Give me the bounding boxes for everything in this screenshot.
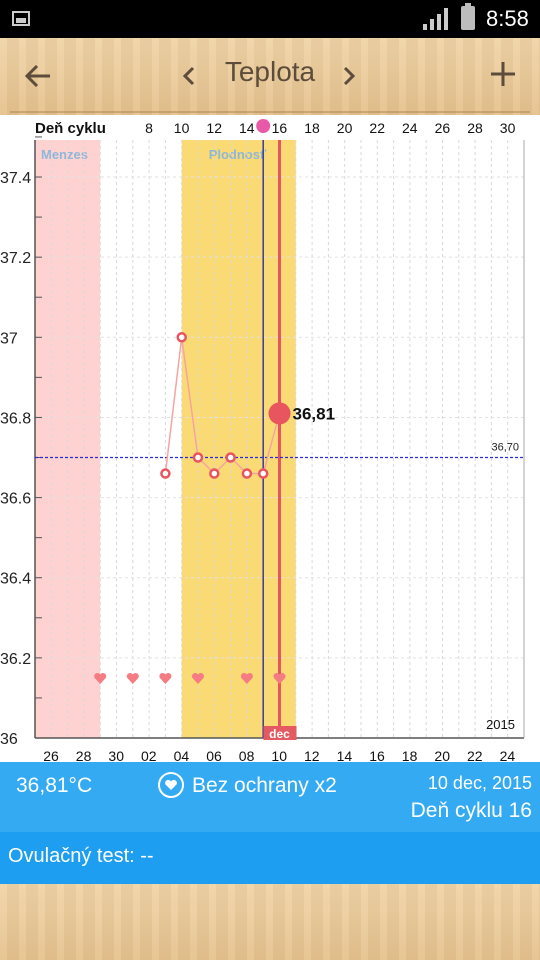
current-temperature-label: 36,81: [293, 404, 336, 423]
fertile-region: [181, 140, 296, 738]
heart-icon: [126, 672, 139, 684]
heart-icon: [240, 672, 253, 684]
info-bar: 36,81°C Bez ochrany x2 10 dec, 2015 Deň …: [0, 762, 540, 832]
bottom-tick-label: 18: [402, 748, 418, 762]
bottom-tick-label: 04: [174, 748, 190, 762]
top-tick-label: 20: [337, 120, 353, 136]
temperature-point: [192, 452, 204, 463]
date-label: 10 dec, 2015: [427, 773, 532, 793]
month-marker: [263, 726, 297, 740]
header-divider: [10, 111, 530, 113]
fertile-label: Plodnosť: [209, 147, 267, 162]
temperature-point: [257, 468, 269, 479]
y-tick-label: 36: [0, 731, 18, 748]
top-tick-label: 12: [206, 120, 222, 136]
top-tick-label: 8: [145, 120, 153, 136]
bottom-tick-label: 20: [434, 748, 450, 762]
y-tick-label: 36.4: [0, 571, 31, 588]
bottom-tick-label: 16: [369, 748, 385, 762]
ovulation-test-label: Ovulačný test: --: [8, 845, 154, 867]
month-marker-label: dec: [269, 727, 290, 741]
page-title: Teplota: [224, 56, 316, 87]
heart-icon: [191, 672, 205, 684]
cycle-day-label: Deň cyklu 16: [410, 799, 532, 822]
menses-region: [35, 140, 101, 738]
bottom-tick-label: 08: [239, 748, 255, 762]
top-tick-label: 10: [174, 120, 190, 136]
bottom-tick-label: 22: [467, 748, 483, 762]
top-tick-label: 14: [239, 120, 255, 136]
y-tick-label: 37.4: [0, 170, 31, 187]
heart-icon: [94, 672, 107, 684]
chart-svg[interactable]: Menzes Plodnosť 36 36.2 36.4 36.6 36.8 37 37.2 37…: [0, 115, 540, 762]
temperature-value: 36,81°C: [16, 774, 93, 797]
y-tick-label: 36.8: [0, 410, 31, 427]
y-tick-label: 36.2: [0, 651, 31, 668]
year-label: 2015: [486, 717, 515, 732]
chevron-left-icon[interactable]: [180, 62, 198, 90]
battery-icon: [461, 3, 475, 30]
temperature-point: [241, 468, 253, 479]
coverline-label: 36,70: [491, 442, 519, 454]
bottom-tick-label: 24: [500, 748, 516, 762]
y-tick-label: 37.2: [0, 250, 31, 267]
heart-icon: [159, 672, 172, 684]
top-axis-label: Deň cyklu: [35, 120, 106, 137]
bottom-tick-label: 30: [108, 748, 124, 762]
menses-label: Menzes: [41, 147, 88, 162]
y-tick-label: 36.6: [0, 491, 31, 508]
bottom-tick-label: 02: [141, 748, 157, 762]
top-tick-label: 24: [402, 120, 418, 136]
heart-icon: [273, 672, 286, 684]
arrow-left-icon[interactable]: [22, 60, 54, 92]
status-bar: 8:58: [0, 0, 540, 38]
footer-area: [0, 884, 540, 960]
bottom-tick-label: 26: [43, 748, 59, 762]
image-icon: [12, 11, 30, 26]
protection-label: Bez ochrany x2: [192, 774, 337, 797]
signal-icon: [423, 8, 448, 30]
bottom-tick-label: 28: [76, 748, 92, 762]
bottom-tick-label: 06: [206, 748, 222, 762]
temperature-point: [225, 452, 236, 463]
bottom-tick-label: 14: [337, 748, 353, 762]
chevron-right-icon[interactable]: [340, 62, 358, 90]
top-tick-label: 16: [272, 120, 288, 136]
top-tick-label: 26: [435, 120, 451, 136]
ovulation-marker-icon: [256, 119, 271, 133]
heart-circle-icon: [158, 772, 184, 798]
ovulation-test-bar[interactable]: Ovulačný test: --: [0, 832, 540, 884]
temperature-chart[interactable]: Menzes Plodnosť 36 36.2 36.4 36.6 36.8 37 37.2 37…: [0, 115, 540, 762]
top-tick-label: 28: [467, 120, 483, 136]
app-header: Teplota: [0, 38, 540, 115]
plus-icon[interactable]: [487, 58, 519, 90]
top-tick-label: 22: [369, 120, 385, 136]
bottom-tick-label: 10: [271, 748, 287, 762]
status-time: 8:58: [486, 6, 529, 31]
y-tick-label: 37: [0, 330, 18, 347]
temperature-point: [209, 468, 220, 479]
top-tick-label: 30: [500, 120, 516, 136]
bottom-tick-label: 12: [304, 748, 320, 762]
top-tick-label: 18: [304, 120, 320, 136]
temperature-point: [160, 468, 171, 479]
temperature-point: [176, 332, 187, 343]
current-temperature-point: [268, 402, 291, 425]
